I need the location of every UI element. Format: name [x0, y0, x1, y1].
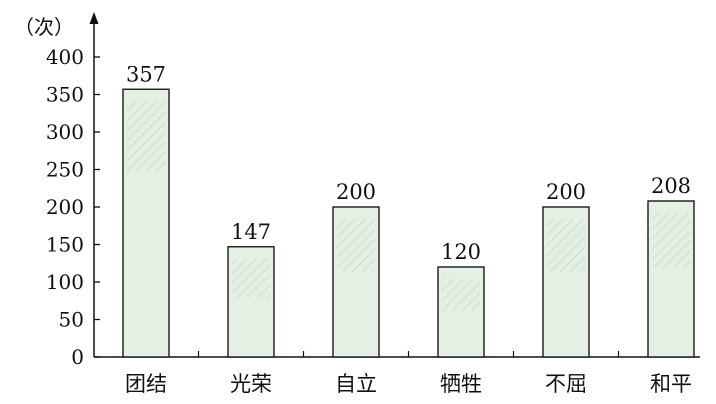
y-tick-label: 0	[71, 345, 84, 369]
x-category-label: 自立	[335, 372, 377, 396]
x-category-label: 团结	[125, 372, 167, 396]
bar-hatch	[127, 101, 165, 172]
x-category-label: 和平	[650, 372, 692, 396]
y-tick-label: 200	[46, 195, 84, 219]
y-axis-label: （次）	[14, 15, 74, 39]
bar-hatch	[337, 219, 375, 272]
bar-value-label: 357	[126, 62, 166, 86]
x-axis-labels: 团结 光荣 自立 牺牲 不屈 和平	[125, 351, 692, 396]
bar-value-label: 208	[651, 174, 691, 198]
bar-value-label: 147	[231, 220, 271, 244]
y-tick-label: 350	[46, 83, 84, 107]
bar-outline	[542, 206, 590, 358]
y-tick-label: 300	[46, 120, 84, 144]
x-category-label: 不屈	[545, 372, 587, 396]
bar-hatch	[652, 213, 690, 268]
y-axis-ticks: 0 50 100 150 200 250 300 350 400	[46, 45, 100, 369]
bar-hatch	[232, 258, 270, 298]
bar-outline	[122, 88, 170, 358]
bar-outline	[332, 206, 380, 358]
x-category-label: 牺牲	[440, 372, 482, 396]
bar-hatch	[547, 219, 585, 272]
bar-value-label: 200	[336, 180, 376, 204]
y-tick-label: 100	[46, 270, 84, 294]
bar-outline	[647, 200, 695, 358]
y-tick-label: 150	[46, 233, 84, 257]
bar-outline	[437, 266, 485, 358]
y-tick-label: 250	[46, 158, 84, 182]
y-tick-label: 50	[59, 308, 84, 332]
x-category-label: 光荣	[230, 372, 272, 396]
bar-value-label: 200	[546, 180, 586, 204]
bars: 357 147 200 120 200 208	[122, 62, 695, 358]
bar-outline	[227, 246, 275, 358]
bar-value-label: 120	[441, 240, 481, 264]
y-axis-arrow	[89, 12, 99, 24]
bar-hatch	[442, 279, 480, 311]
y-tick-label: 400	[46, 45, 84, 69]
